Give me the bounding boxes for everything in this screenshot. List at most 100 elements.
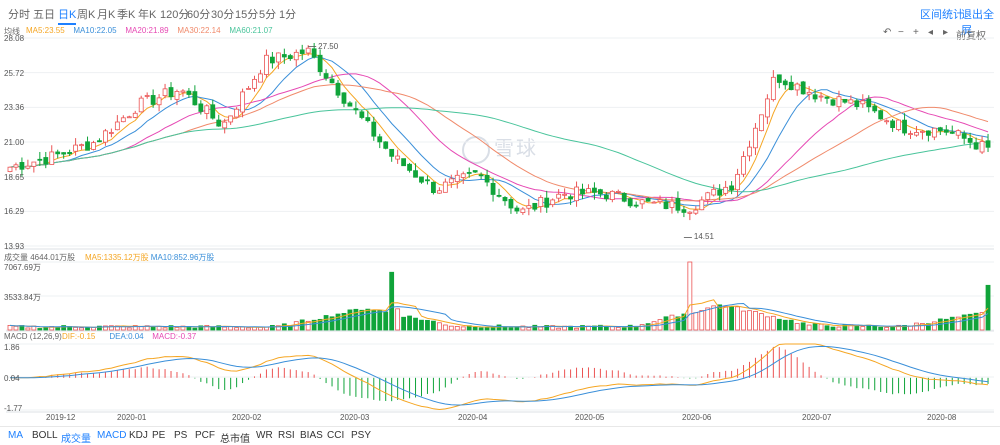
candle-body — [448, 178, 454, 184]
indicator-tab-0[interactable]: MA — [8, 430, 23, 441]
indicator-tab-3[interactable]: MACD — [97, 430, 127, 441]
volume-bar — [269, 325, 275, 331]
candle-body — [920, 130, 925, 133]
indicator-tab-2[interactable]: 成交量 — [61, 434, 91, 445]
period-tab-8[interactable]: 60分 — [187, 9, 211, 21]
exit-fullscreen-link[interactable]: 退出全屏 — [961, 9, 994, 37]
volume-bar — [890, 326, 896, 331]
candle-body — [669, 200, 675, 208]
volume-bar — [782, 319, 788, 331]
zoom-out-icon[interactable]: − — [898, 27, 904, 38]
volume-bar — [7, 324, 13, 331]
macd-header: MACD (12,26,9) — [4, 332, 62, 341]
x-axis-tick: 2020-05 — [575, 413, 605, 422]
volume-bar — [931, 321, 937, 331]
candle-body — [240, 91, 245, 113]
adjust-mode-button[interactable]: 前复权 — [956, 31, 986, 42]
candle-body — [37, 158, 43, 161]
period-tab-0[interactable]: 分时 — [8, 9, 30, 21]
indicator-tab-8[interactable]: 总市值 — [220, 434, 250, 445]
pan-right-icon[interactable]: ▸ — [943, 27, 949, 38]
stock-chart[interactable] — [0, 0, 1000, 426]
indicator-tab-1[interactable]: BOLL — [32, 430, 58, 441]
candle-body — [711, 188, 717, 196]
ma60-line — [9, 107, 989, 193]
candle-body — [753, 127, 758, 149]
candle-body — [544, 197, 550, 208]
price-header: 均线 — [4, 27, 20, 36]
candle-body — [431, 181, 436, 194]
volume-bar — [538, 326, 544, 331]
candle-body — [496, 194, 502, 197]
candle-body — [741, 156, 746, 175]
candle-body — [49, 151, 55, 165]
volume-bar — [741, 310, 746, 331]
candle-body — [568, 196, 573, 200]
candle-body — [144, 95, 150, 97]
indicator-tab-6[interactable]: PS — [174, 430, 188, 441]
period-tab-4[interactable]: 月K — [97, 9, 116, 21]
volume-ma-legend-1: MA10:852.96万股 — [150, 253, 215, 262]
candle-body — [657, 199, 663, 203]
candlesticks — [7, 42, 991, 221]
candle-body — [550, 199, 556, 206]
candle-body — [454, 174, 460, 182]
candle-body — [812, 94, 818, 100]
candle-body — [395, 155, 401, 160]
candle-body — [735, 173, 740, 191]
candle-body — [347, 102, 353, 107]
volume-bar — [389, 271, 395, 331]
period-tab-10[interactable]: 15分 — [235, 9, 259, 21]
period-tab-5[interactable]: 季K — [117, 9, 136, 21]
volume-bar — [872, 326, 878, 331]
indicator-tab-9[interactable]: WR — [256, 430, 273, 441]
candle-body — [890, 120, 896, 128]
candle-body — [365, 117, 371, 122]
low-price-label: 14.51 — [693, 232, 714, 242]
candle-body — [878, 110, 884, 120]
indicator-tab-7[interactable]: PCF — [195, 430, 215, 441]
indicator-tab-4[interactable]: KDJ — [129, 430, 148, 441]
volume-bar — [967, 313, 973, 331]
candle-body — [639, 199, 645, 205]
x-axis-tick: 2020-02 — [232, 413, 262, 422]
candle-body — [967, 138, 973, 143]
period-tab-1[interactable]: 五日 — [33, 9, 55, 21]
volume-bar — [436, 322, 442, 331]
indicator-tab-11[interactable]: BIAS — [300, 430, 323, 441]
period-tab-2[interactable]: 日K — [58, 6, 77, 25]
indicator-tab-12[interactable]: CCI — [327, 430, 345, 441]
volume-bar — [97, 325, 102, 331]
candle-body — [108, 132, 114, 134]
period-tab-9[interactable]: 30分 — [211, 9, 235, 21]
volume-bar — [365, 308, 371, 331]
indicator-tab-13[interactable]: PSY — [351, 430, 372, 441]
period-tab-7[interactable]: 120分 — [160, 9, 190, 21]
interval-stats-link[interactable]: 区间统计 — [920, 9, 964, 21]
indicator-tab-5[interactable]: PE — [152, 430, 166, 441]
volume-bar — [25, 327, 31, 331]
candle-body — [43, 157, 49, 165]
period-tab-3[interactable]: 周K — [77, 9, 96, 21]
volume-bar — [144, 325, 150, 331]
candle-body — [598, 189, 603, 195]
volume-bar — [13, 325, 19, 331]
zoom-in-icon[interactable]: + — [913, 27, 919, 38]
volume-bar — [955, 316, 961, 331]
candle-body — [210, 104, 216, 119]
candle-body — [216, 119, 222, 127]
undo-icon[interactable]: ↶ — [883, 27, 892, 38]
candle-body — [389, 148, 395, 157]
indicator-tab-10[interactable]: RSI — [278, 430, 295, 441]
period-tab-11[interactable]: 5分 — [259, 9, 277, 21]
volume-bar — [353, 308, 359, 331]
candle-body — [353, 108, 359, 111]
period-tab-6[interactable]: 年K — [138, 9, 157, 21]
pan-left-icon[interactable]: ◂ — [928, 27, 934, 38]
volume-bar — [454, 326, 460, 331]
x-axis-tick: 2020-06 — [682, 413, 712, 422]
period-tab-12[interactable]: 1分 — [279, 9, 297, 21]
volume-header: 成交量 4644.01万股 — [4, 253, 76, 262]
candle-body — [532, 202, 538, 210]
candle-body — [204, 105, 210, 114]
